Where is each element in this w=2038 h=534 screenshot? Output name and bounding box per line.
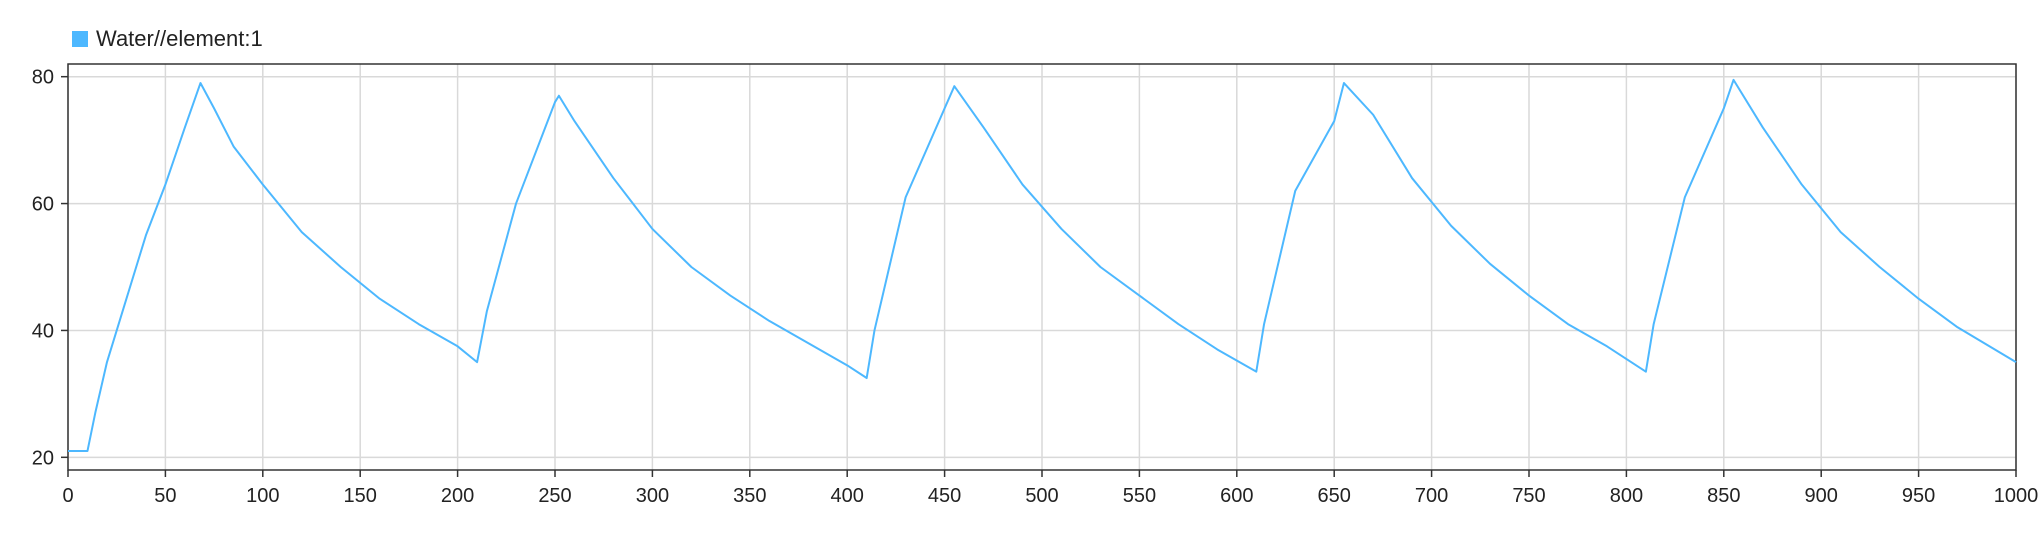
- y-tick-label: 80: [32, 67, 54, 89]
- x-tick-label: 100: [246, 485, 279, 507]
- x-tick-label: 250: [538, 485, 571, 507]
- series-line: [68, 78, 2017, 452]
- x-tick-label: 50: [154, 485, 176, 507]
- legend: Water//element:1: [72, 26, 263, 52]
- grid-lines: [67, 64, 2017, 470]
- legend-swatch: [72, 31, 88, 47]
- y-tick-label: 60: [32, 194, 54, 216]
- x-tick-label: 450: [928, 485, 961, 507]
- x-tick-label: 950: [1902, 485, 1935, 507]
- x-tick-label: 700: [1415, 485, 1448, 507]
- x-tick-label: 300: [636, 485, 669, 507]
- x-tick-label: 1000: [1994, 485, 2038, 507]
- x-tick-label: 600: [1220, 485, 1253, 507]
- x-tick-label: 200: [441, 485, 474, 507]
- legend-label: Water//element:1: [96, 26, 263, 51]
- y-tick-label: 40: [32, 320, 54, 342]
- x-tick-label: 650: [1318, 485, 1351, 507]
- series-layer: [68, 78, 2017, 452]
- x-tick-label: 500: [1025, 485, 1058, 507]
- x-tick-label: 400: [831, 485, 864, 507]
- x-tick-label: 900: [1805, 485, 1838, 507]
- x-tick-label: 350: [733, 485, 766, 507]
- x-tick-label: 550: [1123, 485, 1156, 507]
- x-tick-label: 150: [344, 485, 377, 507]
- axes: 0 50 100 150 200 250 300 350 400 450 500 550 600 650 7…: [32, 67, 2038, 507]
- x-tick-label: 850: [1707, 485, 1740, 507]
- x-tick-label: 800: [1610, 485, 1643, 507]
- x-tick-label: 0: [62, 485, 73, 507]
- x-tick-label: 750: [1512, 485, 1545, 507]
- y-tick-label: 20: [32, 447, 54, 469]
